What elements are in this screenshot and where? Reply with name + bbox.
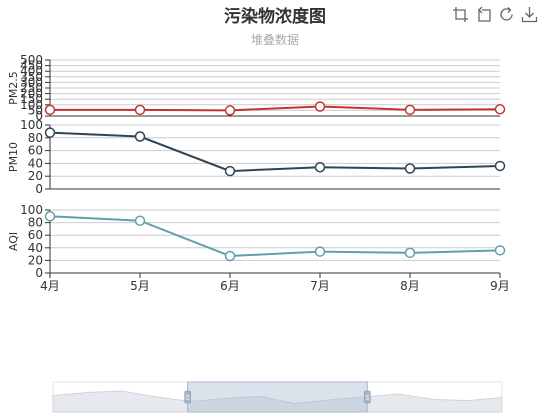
data-point[interactable] xyxy=(44,104,56,116)
y-axis-title: AQI xyxy=(7,232,20,251)
x-tick-label: 7月 xyxy=(310,279,330,293)
y-tick-label: 20 xyxy=(28,253,43,267)
y-axis-title: PM2.5 xyxy=(7,71,20,105)
y-tick-label: 150 xyxy=(20,92,43,106)
data-point[interactable] xyxy=(134,104,146,116)
restore-icon[interactable] xyxy=(498,6,515,23)
series-line xyxy=(50,105,501,112)
data-point[interactable] xyxy=(224,105,236,116)
datazoom-window[interactable] xyxy=(187,381,368,413)
y-tick-label: 0 xyxy=(35,266,43,280)
y-tick-label: 40 xyxy=(28,156,43,170)
y-tick-label: 100 xyxy=(20,98,43,112)
data-point[interactable] xyxy=(404,163,416,174)
y-tick-label: 0 xyxy=(35,182,43,196)
data-point[interactable] xyxy=(494,160,506,172)
zoom-icon[interactable] xyxy=(452,6,469,23)
y-tick-label: 350 xyxy=(20,70,43,84)
datazoom-handle[interactable] xyxy=(364,390,371,404)
y-tick-label: 80 xyxy=(28,216,43,230)
save-image-icon[interactable] xyxy=(521,6,538,23)
y-tick-label: 200 xyxy=(20,87,43,101)
y-tick-label: 60 xyxy=(28,144,43,158)
x-tick-label: 5月 xyxy=(130,279,150,293)
y-tick-label: 300 xyxy=(20,75,43,89)
datazoom-handle[interactable] xyxy=(184,390,191,404)
x-tick-label: 8月 xyxy=(400,279,420,293)
y-tick-label: 100 xyxy=(20,118,43,132)
data-point[interactable] xyxy=(44,127,56,138)
y-tick-label: 50 xyxy=(28,103,43,117)
data-point[interactable] xyxy=(134,215,146,226)
y-tick-label: 20 xyxy=(28,169,43,183)
y-tick-label: 100 xyxy=(20,203,43,217)
y-tick-label: 40 xyxy=(28,241,43,255)
data-point[interactable] xyxy=(134,131,146,142)
toolbox xyxy=(452,6,538,23)
zoom-reset-icon[interactable] xyxy=(475,6,492,23)
datazoom-shadow xyxy=(52,390,503,413)
y-tick-label: 0 xyxy=(35,109,43,123)
y-tick-label: 400 xyxy=(20,64,43,78)
data-point[interactable] xyxy=(314,161,326,173)
y-tick-label: 250 xyxy=(20,81,43,95)
x-tick-label: 9月 xyxy=(490,279,510,293)
x-tick-label: 4月 xyxy=(40,279,60,293)
x-tick-label: 6月 xyxy=(220,279,240,293)
y-tick-label: 80 xyxy=(28,131,43,145)
y-axis-title: PM10 xyxy=(7,142,20,172)
data-point[interactable] xyxy=(314,246,326,257)
data-point[interactable] xyxy=(314,101,326,112)
chart-subtitle: 堆叠数据 xyxy=(250,33,299,47)
data-point[interactable] xyxy=(224,165,236,177)
data-point[interactable] xyxy=(404,247,416,259)
y-tick-label: 60 xyxy=(28,228,43,242)
data-point[interactable] xyxy=(404,104,416,116)
data-point[interactable] xyxy=(44,211,56,222)
data-point[interactable] xyxy=(224,250,236,262)
y-tick-label: 500 xyxy=(20,53,43,67)
data-point[interactable] xyxy=(494,245,506,256)
series-line xyxy=(49,215,501,257)
series-line xyxy=(49,131,501,173)
data-point[interactable] xyxy=(494,104,506,115)
chart-title: 污染物浓度图 xyxy=(224,7,326,27)
y-tick-label: 450 xyxy=(20,59,43,73)
